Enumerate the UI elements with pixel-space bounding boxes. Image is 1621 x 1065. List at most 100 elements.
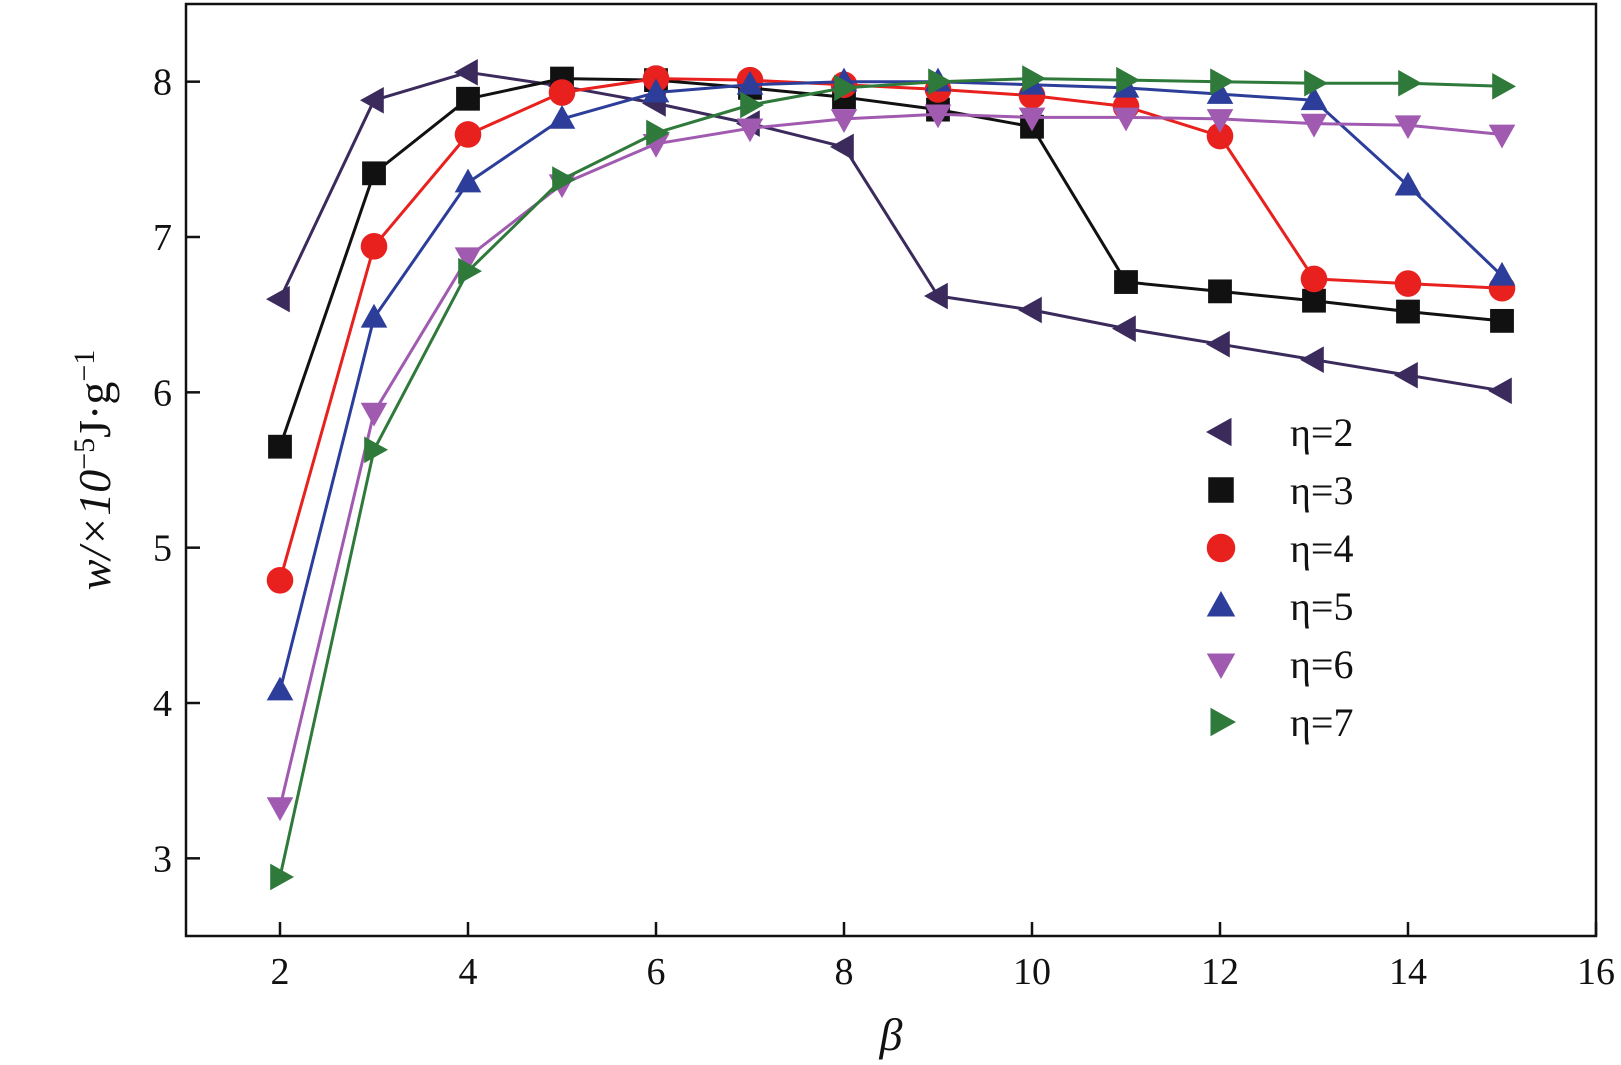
data-point — [266, 285, 290, 313]
data-point — [642, 78, 670, 103]
data-point — [1394, 115, 1422, 140]
data-point — [360, 87, 384, 114]
x-axis-label: β — [879, 1009, 903, 1060]
data-point — [548, 104, 576, 129]
data-point — [830, 133, 854, 161]
data-point — [454, 247, 482, 272]
data-point — [834, 74, 858, 102]
legend-label: η=2 — [1290, 410, 1353, 455]
y-tick-label: 7 — [153, 217, 172, 259]
data-point — [1300, 265, 1328, 293]
y-axis-label-main: w/×10 — [69, 470, 120, 591]
x-tick-label: 16 — [1577, 951, 1615, 993]
legend-marker — [1206, 591, 1236, 617]
x-tick-label: 8 — [835, 951, 854, 993]
series-2 — [268, 66, 1514, 459]
data-point — [1488, 261, 1516, 286]
series-4 — [266, 67, 1516, 701]
data-point — [1488, 124, 1516, 149]
y-tick-label: 6 — [153, 372, 172, 414]
series-line — [278, 70, 1503, 393]
data-point — [454, 168, 482, 193]
data-point — [266, 797, 294, 822]
data-point — [360, 402, 388, 427]
x-tick-label: 14 — [1389, 951, 1427, 993]
data-point — [1300, 113, 1328, 138]
data-point — [1018, 107, 1046, 132]
data-point — [1490, 308, 1514, 333]
x-tick-label: 4 — [459, 951, 478, 993]
y-axis-label-unit-exponent: −1 — [68, 350, 101, 382]
data-point — [1112, 315, 1136, 342]
axis-ticks: 2 4 6 8 10 12 14 16 3 4 5 6 7 8 — [153, 62, 1615, 993]
data-point — [458, 257, 482, 285]
data-point — [1112, 107, 1140, 132]
data-point — [456, 86, 480, 111]
data-point — [1206, 330, 1230, 358]
data-point — [1488, 377, 1512, 405]
series-line — [278, 77, 1503, 581]
legend-label: η=5 — [1290, 584, 1353, 629]
data-point — [360, 303, 388, 328]
y-axis-label-exponent: −5 — [68, 438, 101, 470]
data-point — [1394, 361, 1418, 389]
data-point — [1300, 86, 1328, 111]
data-point — [1394, 171, 1422, 196]
data-point — [552, 166, 576, 193]
data-point — [928, 68, 952, 95]
data-point — [736, 118, 764, 143]
series-3 — [266, 65, 1516, 594]
data-point — [268, 434, 292, 459]
data-point — [1304, 69, 1328, 97]
legend-label: η=6 — [1290, 642, 1353, 687]
series-6 — [270, 65, 1516, 891]
data-point — [830, 109, 858, 133]
data-point — [1206, 80, 1234, 104]
data-point — [362, 161, 386, 186]
y-axis-label-unit: J·g — [69, 382, 120, 438]
data-point — [266, 566, 294, 594]
y-tick-label: 8 — [153, 62, 172, 104]
data-point — [454, 59, 478, 86]
series-line — [278, 77, 1503, 878]
data-point — [1394, 270, 1422, 297]
data-point — [364, 436, 388, 464]
y-tick-label: 3 — [153, 838, 172, 880]
legend-label: η=7 — [1290, 700, 1353, 745]
data-point — [1302, 288, 1326, 313]
legend-marker — [1206, 653, 1236, 679]
data-point — [270, 863, 294, 891]
data-point — [360, 233, 388, 260]
data-point — [740, 91, 764, 119]
x-tick-label: 2 — [271, 951, 290, 993]
data-point — [1018, 296, 1042, 324]
y-axis-label: w/×10−5J·g−1 — [68, 350, 120, 591]
x-tick-label: 12 — [1201, 951, 1239, 993]
series-layer — [266, 59, 1516, 891]
data-point — [1206, 109, 1234, 133]
legend-marker — [1206, 417, 1232, 447]
legend-marker — [1210, 707, 1236, 737]
data-point — [266, 676, 294, 701]
data-point — [1398, 69, 1422, 97]
data-point — [454, 121, 482, 148]
data-point — [1022, 65, 1046, 92]
series-line — [278, 112, 1503, 808]
y-tick-label: 5 — [153, 528, 172, 570]
data-point — [1116, 66, 1140, 94]
data-point — [1208, 279, 1232, 304]
legend-marker — [1206, 533, 1236, 563]
legend-label: η=3 — [1290, 468, 1353, 513]
data-point — [1300, 346, 1324, 374]
legend: η=2 η=3 η=4 η=5 η=6 η=7 — [1206, 410, 1353, 745]
x-tick-label: 10 — [1013, 951, 1051, 993]
y-tick-label: 4 — [153, 683, 172, 725]
data-point — [1210, 68, 1234, 95]
data-point — [924, 282, 948, 310]
series-line — [278, 80, 1504, 691]
data-point — [1492, 73, 1516, 100]
data-point — [1206, 122, 1234, 150]
data-point — [548, 79, 576, 106]
data-point — [1114, 270, 1138, 294]
